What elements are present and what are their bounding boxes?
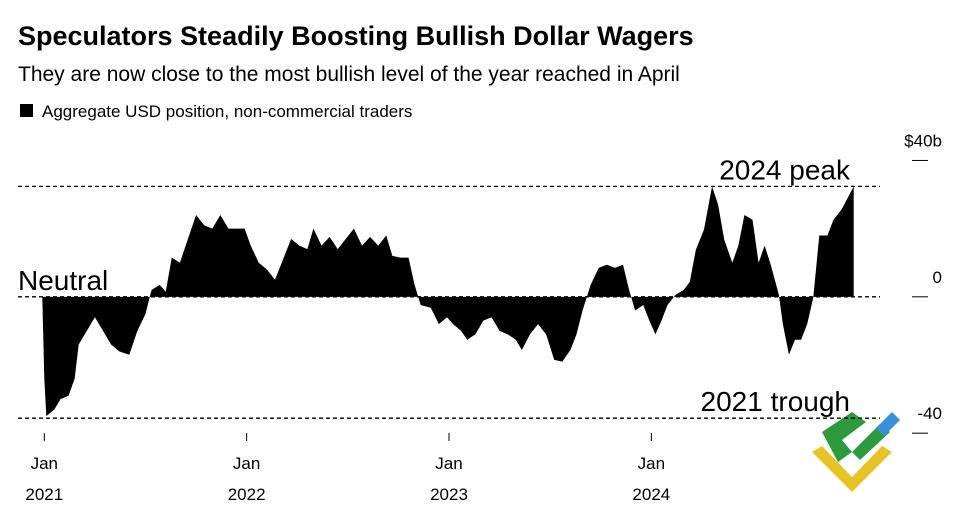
- logo: [812, 412, 900, 492]
- area: [42, 186, 854, 417]
- x-tick-label: Jan 2022: [227, 454, 266, 504]
- annotation-label: 2024 peak: [719, 154, 851, 185]
- y-tick-label: $40b: [904, 131, 942, 150]
- annotation-label: 2021 trough: [701, 386, 850, 417]
- legend-swatch: [20, 104, 33, 117]
- chart-subtitle: They are now close to the most bullish l…: [18, 63, 680, 86]
- chart-title: Speculators Steadily Boosting Bullish Do…: [18, 21, 694, 51]
- y-tick-label: -40: [917, 404, 942, 423]
- x-tick-label: Jan 2023: [430, 454, 468, 504]
- y-tick-label: 0: [933, 268, 942, 287]
- legend-label: Aggregate USD position, non-commercial t…: [42, 102, 412, 121]
- x-tick-label: Jan 2021: [25, 454, 64, 504]
- annotation-label: Neutral: [18, 265, 108, 296]
- x-tick-label: Jan 2024: [632, 454, 671, 504]
